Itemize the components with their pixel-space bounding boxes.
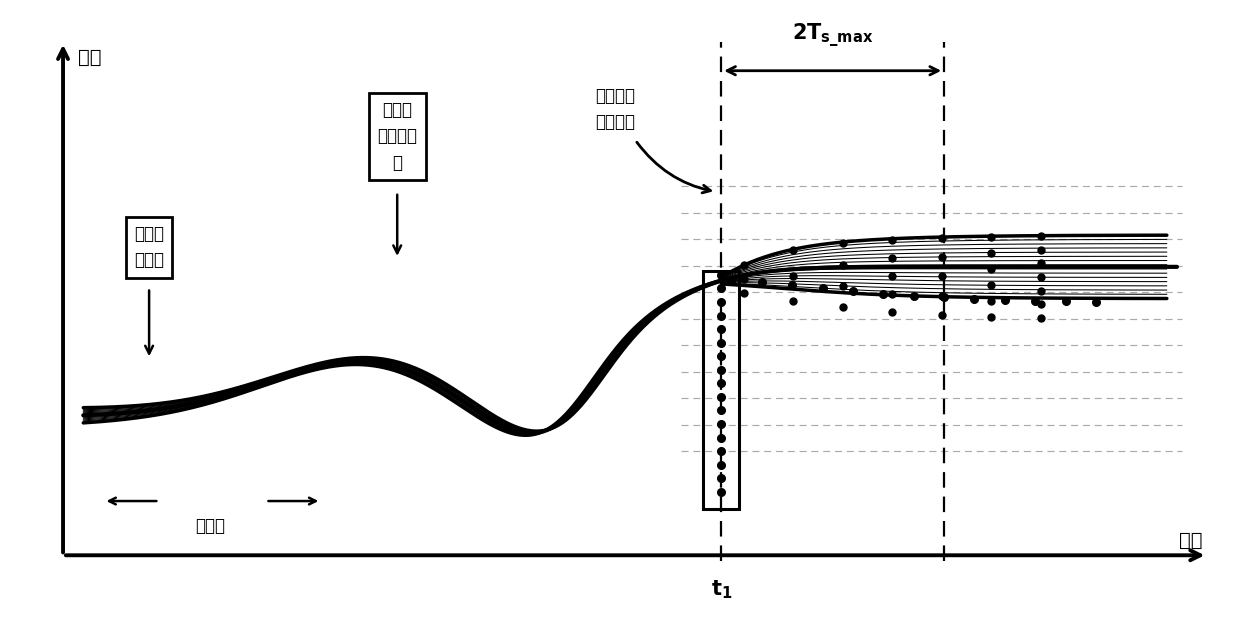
- Text: $\mathbf{t_1}$: $\mathbf{t_1}$: [711, 578, 732, 601]
- Text: 时间: 时间: [1179, 531, 1203, 550]
- Bar: [703, 271, 739, 509]
- Text: 预测的
当前时刻
値: 预测的 当前时刻 値: [377, 101, 417, 172]
- Text: 延迟串: 延迟串: [195, 517, 224, 535]
- Text: $\mathbf{2T_{s\_max}}$: $\mathbf{2T_{s\_max}}$: [792, 22, 873, 50]
- Text: 实时滑动
预测窗口: 实时滑动 预测窗口: [595, 87, 635, 131]
- Text: 量値: 量値: [78, 48, 102, 66]
- Text: 最前端
预测値: 最前端 预测値: [134, 225, 164, 270]
